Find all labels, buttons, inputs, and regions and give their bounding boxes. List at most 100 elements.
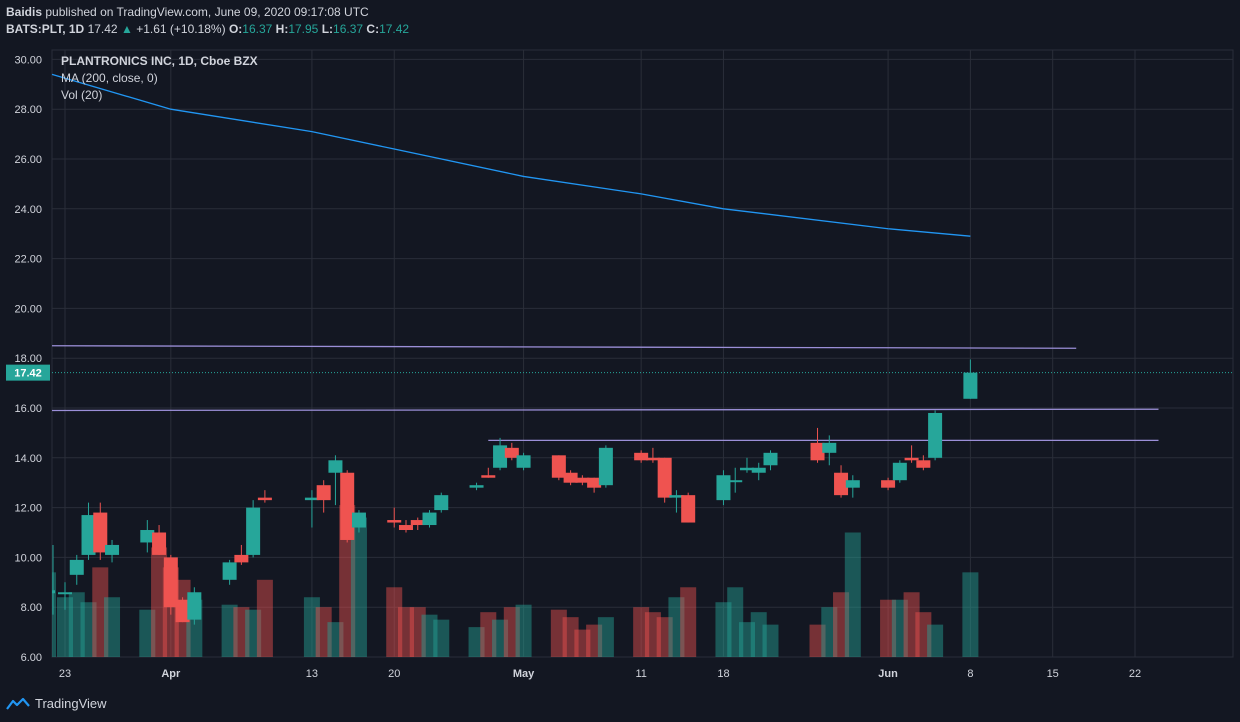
volume-bar [57, 597, 73, 657]
time-tick-label: 11 [635, 668, 646, 680]
time-tick-label: 8 [967, 668, 973, 680]
volume-bar [433, 619, 450, 657]
volume-bar [339, 505, 356, 657]
price-tick-label: 10.00 [14, 552, 42, 564]
close-label: C: [366, 22, 380, 36]
volume-bar [927, 624, 944, 657]
volume-bar [245, 609, 262, 657]
candle-body [881, 480, 896, 488]
tradingview-brand[interactable]: TradingView [6, 696, 107, 711]
candle-body [716, 475, 731, 501]
candle-body [81, 515, 96, 555]
volume-bar [809, 624, 826, 657]
candle-body [810, 442, 825, 461]
candle-body [387, 520, 402, 523]
candle-body [93, 512, 108, 553]
candle-body [152, 532, 167, 555]
volume-bar [891, 599, 908, 657]
volume-bar [397, 607, 414, 657]
volume-bar [738, 622, 755, 657]
volume-bar [844, 532, 861, 657]
candle-body [551, 455, 566, 478]
volume-bar [221, 604, 238, 657]
candle-body [563, 472, 578, 483]
candle-body [187, 592, 202, 620]
price-tick-label: 18.00 [14, 353, 42, 365]
publish-info: Baidis published on TradingView.com, Jun… [6, 5, 369, 19]
change-value: +1.61 (+10.18%) [136, 22, 226, 36]
price-tick-label: 12.00 [14, 503, 42, 515]
volume-bar [151, 547, 168, 657]
candle-body [316, 485, 331, 501]
ma-line [51, 73, 971, 237]
current-price-badge [6, 364, 50, 381]
candle-body [516, 455, 531, 468]
volume-bar [480, 612, 497, 657]
price-tick-label: 28.00 [14, 104, 42, 116]
volume-bar [962, 572, 979, 657]
candle-body [904, 457, 919, 461]
volume-bar [52, 572, 56, 657]
high-value: 17.95 [288, 22, 319, 36]
volume-bar [644, 612, 661, 657]
up-arrow-icon: ▲ [120, 22, 133, 36]
candle-body [892, 462, 907, 481]
time-tick-label: 18 [717, 668, 729, 680]
price-tick-label: 22.00 [14, 254, 42, 266]
price-tick-label: 16.00 [14, 403, 42, 415]
horizontal-trendline [51, 408, 1159, 412]
price-tick-label: 24.00 [14, 204, 42, 216]
tradingview-logo-icon [6, 697, 30, 710]
candle-body [469, 485, 484, 488]
volume-bar [915, 612, 932, 657]
candle-body [163, 557, 178, 608]
candle-body [304, 497, 319, 501]
symbol-label: BATS:PLT, 1D [6, 22, 85, 36]
volume-bar [750, 612, 767, 657]
published-text: published on TradingView.com, June 09, 2… [45, 5, 369, 19]
price-tick-label: 30.00 [14, 54, 42, 66]
candle-body [340, 472, 355, 540]
volume-bar [104, 597, 121, 657]
candle-body [751, 467, 766, 473]
volume-bar [303, 597, 320, 657]
volume-bar [515, 604, 532, 657]
candle-body [58, 592, 72, 595]
legend-ma[interactable]: MA (200, close, 0) [61, 71, 158, 85]
candle-body [140, 530, 155, 543]
volume-bar [68, 592, 85, 657]
candle-body [222, 562, 237, 580]
candle-body [105, 544, 120, 555]
volume-bar [633, 607, 650, 657]
low-value: 16.37 [333, 22, 364, 36]
volume-bar [92, 567, 109, 657]
chart-legend: PLANTRONICS INC, 1D, Cboe BZX MA (200, c… [61, 53, 258, 104]
volume-bar [468, 627, 485, 657]
candle-body [504, 447, 519, 458]
publisher-name[interactable]: Baidis [6, 5, 43, 19]
time-tick-label: Jun [878, 668, 898, 680]
volume-bar [386, 587, 403, 657]
volume-bar [586, 624, 603, 657]
brand-name: TradingView [35, 696, 107, 711]
candle-body [657, 457, 672, 498]
candle-body [328, 460, 343, 473]
volume-bar [833, 592, 850, 657]
volume-bar [421, 614, 438, 657]
candle-body [845, 480, 860, 488]
volume-bar [880, 599, 897, 657]
legend-volume[interactable]: Vol (20) [61, 88, 103, 102]
legend-title[interactable]: PLANTRONICS INC, 1D, Cboe BZX [61, 54, 258, 68]
candle-body [634, 452, 649, 461]
volume-bar [762, 624, 779, 657]
candle-body [916, 460, 931, 468]
candle-body [351, 512, 366, 528]
price-tick-label: 20.00 [14, 303, 42, 315]
volume-bar [503, 607, 520, 657]
candle-body [928, 412, 943, 458]
candle-body [410, 520, 425, 526]
volume-bar [350, 517, 367, 657]
candle-body [763, 452, 778, 466]
volume-bar [233, 607, 250, 657]
